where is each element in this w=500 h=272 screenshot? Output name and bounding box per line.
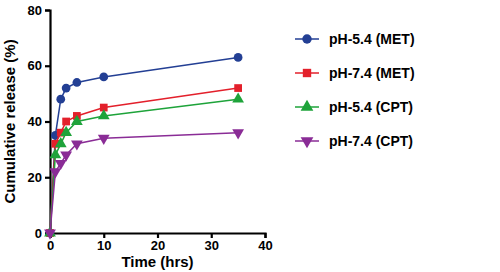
tick-label: 60 [28,58,42,73]
marker [71,115,83,125]
tick-label: 20 [151,238,165,253]
series [46,53,243,237]
marker [234,84,242,92]
tick-label: 20 [28,170,42,185]
tick-mark [45,121,50,123]
series [44,92,244,236]
tick-mark [45,177,50,179]
marker [60,126,72,136]
legend-marker [303,69,311,77]
legend-entry: pH-5.4 (CPT) [295,99,413,115]
tick: 20 [28,170,50,185]
tick: 40 [258,233,272,253]
tick-label: 0 [35,226,42,241]
marker [232,92,244,102]
series-line [50,88,238,233]
legend-label: pH-7.4 (CPT) [329,133,413,149]
tick: 20 [151,233,165,253]
marker [71,140,83,150]
series-line [50,133,238,233]
legend-label: pH-5.4 (MET) [329,31,415,47]
tick: 60 [28,58,50,73]
series [46,84,242,237]
tick-label: 30 [205,238,219,253]
legend-entry: pH-7.4 (MET) [295,65,415,81]
marker [56,95,65,104]
axis-line [45,11,51,234]
tick: 80 [28,3,50,18]
series-line [50,99,238,233]
marker [62,118,70,126]
y-axis-title: Cumulative release (%) [1,39,18,203]
legend: pH-5.4 (MET) pH-7.4 (MET) pH-5.4 (CPT) pH-7… [295,31,415,149]
plot-area: 0 10 20 30 40 0 20 40 60 80 [28,3,273,254]
marker [49,148,61,158]
series-line [50,57,238,233]
series [44,129,244,240]
marker [60,152,72,162]
tick: 30 [205,233,219,253]
legend-entry: pH-7.4 (CPT) [295,133,413,149]
marker [98,135,110,145]
marker [99,73,108,82]
tick-label: 10 [97,238,111,253]
tick-label: 0 [47,238,54,253]
tick-mark [45,9,50,11]
series-group [44,53,244,240]
tick-mark [45,65,50,67]
marker [98,109,110,119]
tick: 40 [28,114,50,129]
y-axis: 0 20 40 60 80 [28,3,51,241]
marker [73,78,82,87]
marker [55,160,67,170]
marker [44,230,56,240]
legend-label: pH-7.4 (MET) [329,65,415,81]
x-axis-title: Time (hrs) [121,253,193,270]
legend-marker [301,100,314,111]
marker [55,137,67,147]
legend-marker [301,137,314,148]
legend-marker [302,34,311,43]
chart: 0 10 20 30 40 0 20 40 60 80 Time (hrs) Cumulative r… [0,0,500,272]
marker [232,129,244,139]
legend-entry: pH-5.4 (MET) [295,31,415,47]
tick: 10 [97,233,111,253]
marker [62,84,71,93]
tick-label: 80 [28,3,42,18]
marker [234,53,243,62]
legend-label: pH-5.4 (CPT) [329,99,413,115]
tick-label: 40 [258,238,272,253]
x-axis: 0 10 20 30 40 [47,233,273,253]
tick-label: 40 [28,114,42,129]
marker [49,168,61,178]
